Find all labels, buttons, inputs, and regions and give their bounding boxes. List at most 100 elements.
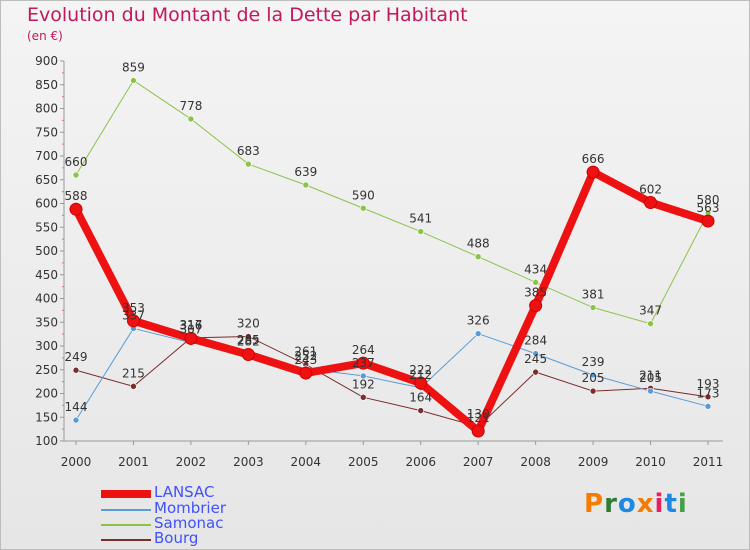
data-point-lansac [69,202,83,216]
data-point-samonac [302,181,310,189]
data-point-bourg [589,387,597,395]
y-tick-label: 250 [35,363,58,377]
data-point-lansac [644,196,658,210]
data-point-samonac [130,77,137,84]
y-tick-label: 300 [35,339,58,353]
data-label-bourg: 215 [122,366,145,380]
logo-letter: r [604,489,618,519]
data-point-mombrier [647,387,654,395]
data-label-samonac: 778 [179,99,202,113]
data-label-mombrier: 205 [639,371,662,385]
data-label-mombrier: 173 [697,386,720,400]
legend-swatch-lansac [101,490,151,498]
data-label-mombrier: 212 [409,368,432,382]
logo-letter: i [677,489,688,519]
data-point-bourg [359,393,367,401]
data-label-bourg: 261 [294,345,317,359]
data-point-lansac [356,356,370,370]
data-label-samonac: 347 [639,304,662,318]
data-point-samonac [647,320,654,327]
data-label-samonac: 590 [352,188,375,202]
y-tick-label: 500 [35,244,58,258]
data-label-lansac: 243 [294,353,317,367]
data-label-bourg: 164 [409,391,432,405]
series-line-lansac [72,166,710,438]
legend-label-bourg: Bourg [154,529,199,547]
y-tick-label: 700 [35,149,58,163]
y-tick-label: 650 [35,173,58,187]
data-label-bourg: 211 [639,368,662,382]
data-label-lansac: 121 [467,411,490,425]
data-label-bourg: 320 [237,317,260,331]
data-label-bourg: 249 [65,350,88,364]
data-point-mombrier [474,330,482,337]
y-tick-label: 400 [35,292,58,306]
data-label-mombrier: 237 [352,356,375,370]
data-point-bourg [72,366,80,374]
data-label-samonac: 434 [524,262,547,276]
legend-label-mombrier: Mombrier [154,499,226,517]
data-label-lansac: 602 [639,183,662,197]
legend-swatch-samonac [101,524,151,526]
data-point-samonac [187,115,195,123]
data-point-samonac [72,171,80,179]
legend-swatch-mombrier [101,509,151,511]
proxiti-logo: Proxiti [584,489,688,519]
x-tick-label: 2009 [578,455,609,469]
data-point-lansac [241,348,255,362]
data-label-bourg: 245 [524,352,547,366]
data-point-lansac [471,424,485,438]
data-label-lansac: 222 [409,363,432,377]
data-label-lansac: 264 [352,343,375,357]
data-label-samonac: 580 [697,193,720,207]
data-label-lansac: 666 [582,152,605,166]
x-tick-label: 2006 [405,455,436,469]
data-point-samonac [474,253,482,260]
chart-title: Evolution du Montant de la Dette par Hab… [27,4,468,26]
data-label-samonac: 859 [122,60,145,74]
legend-label-samonac: Samonac [154,514,224,532]
x-tick-label: 2005 [348,455,379,469]
legend-swatch-bourg [101,539,151,541]
data-label-samonac: 660 [65,155,88,169]
data-label-lansac: 588 [65,189,88,203]
data-point-lansac [414,376,428,390]
data-label-samonac: 541 [409,212,432,226]
data-label-samonac: 683 [237,144,260,158]
data-point-bourg [417,407,425,414]
data-label-bourg: 317 [179,318,202,332]
data-point-lansac [586,165,600,179]
data-label-samonac: 381 [582,288,605,302]
y-tick-label: 100 [35,434,58,448]
data-point-bourg [532,368,539,376]
data-label-samonac: 488 [467,237,490,251]
data-label-lansac: 385 [524,286,547,300]
data-label-mombrier: 239 [582,355,605,369]
series-line-mombrier [75,327,709,421]
data-label-lansac: 563 [697,201,720,215]
data-point-mombrier [589,371,597,379]
x-tick-label: 2007 [463,455,494,469]
x-tick-label: 2001 [118,455,149,469]
data-point-mombrier [359,372,367,380]
data-point-lansac [701,214,715,228]
series-line-samonac [75,79,709,325]
y-tick-label: 350 [35,315,58,329]
data-point-samonac [359,204,367,212]
data-point-bourg [130,383,137,390]
x-tick-label: 2010 [635,455,666,469]
series-line-bourg [75,335,709,428]
data-label-bourg: 205 [582,371,605,385]
data-point-lansac [126,314,140,328]
data-label-mombrier: 307 [179,323,202,337]
y-tick-label: 800 [35,102,58,116]
data-label-bourg: 192 [352,377,375,391]
y-tick-label: 150 [35,410,58,424]
y-tick-label: 600 [35,197,58,211]
data-label-lansac: 282 [237,335,260,349]
x-tick-label: 2002 [176,455,207,469]
x-tick-label: 2000 [61,455,92,469]
logo-letter: P [584,489,605,519]
